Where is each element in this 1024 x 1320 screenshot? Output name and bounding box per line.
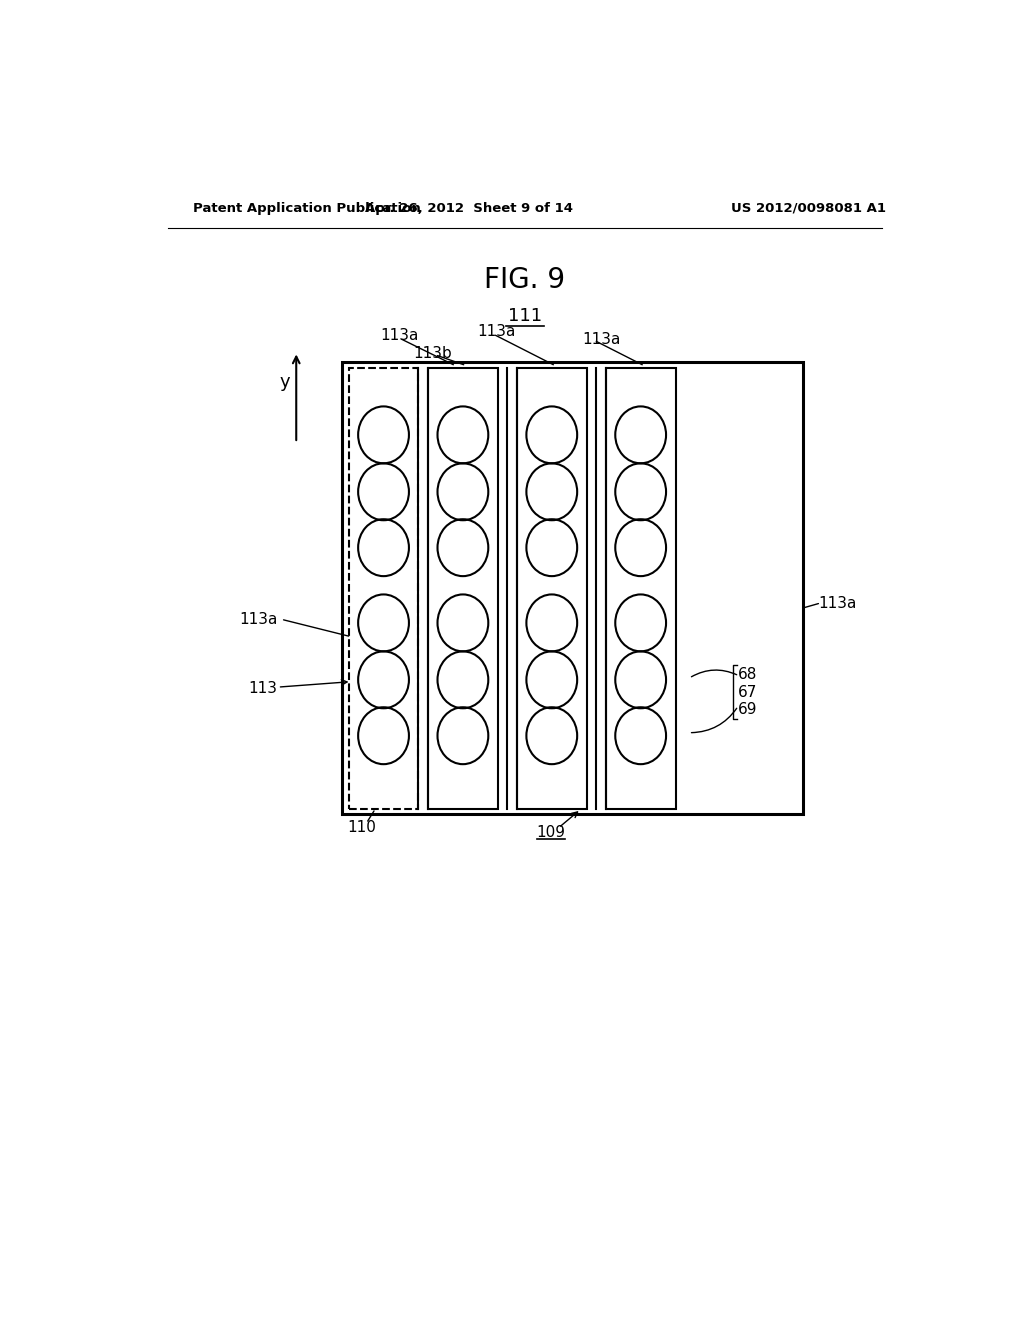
Text: 113a: 113a: [240, 612, 278, 627]
Bar: [342, 362, 803, 814]
Text: 113a: 113a: [582, 331, 621, 347]
Text: 68: 68: [738, 667, 758, 682]
Text: 113a: 113a: [380, 327, 419, 343]
Text: Patent Application Publication: Patent Application Publication: [194, 202, 421, 215]
Text: y: y: [280, 374, 291, 391]
Text: 111: 111: [508, 308, 542, 325]
Text: 69: 69: [738, 702, 758, 717]
Bar: [428, 368, 498, 809]
Bar: [606, 368, 676, 809]
Text: 113b: 113b: [414, 346, 453, 362]
Text: 109: 109: [537, 825, 565, 840]
Bar: [517, 368, 587, 809]
Text: 67: 67: [738, 685, 758, 700]
Text: FIG. 9: FIG. 9: [484, 267, 565, 294]
Text: 113a: 113a: [818, 597, 857, 611]
Bar: [348, 368, 419, 809]
Text: 113a: 113a: [477, 323, 515, 339]
Text: 110: 110: [347, 820, 376, 834]
Text: Apr. 26, 2012  Sheet 9 of 14: Apr. 26, 2012 Sheet 9 of 14: [366, 202, 573, 215]
Text: 113: 113: [249, 681, 278, 697]
Text: US 2012/0098081 A1: US 2012/0098081 A1: [731, 202, 886, 215]
